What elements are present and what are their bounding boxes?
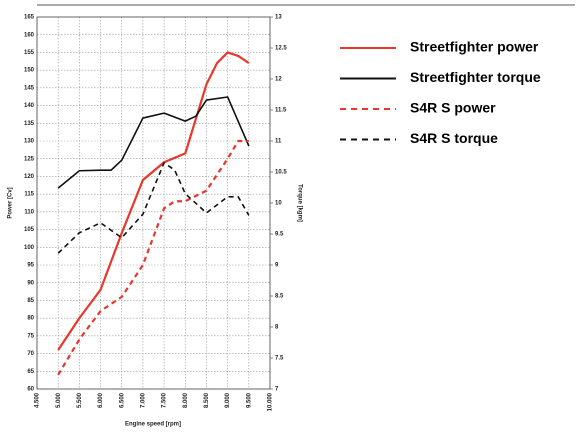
- legend-label: S4R S torque: [410, 130, 498, 146]
- y-axis-title: Power [Cv]: [8, 187, 14, 218]
- y2-axis-title: Torque [kgm]: [296, 184, 302, 222]
- y-tick-label: 110: [24, 209, 34, 215]
- y2-tick-label: 13: [275, 15, 282, 21]
- x-tick-label: 9.500: [246, 392, 252, 408]
- y2-tick-label: 9.5: [275, 232, 284, 238]
- x-tick-label: 9.000: [225, 392, 231, 408]
- y-tick-label: 165: [24, 15, 35, 21]
- y-tick-label: 125: [24, 156, 35, 162]
- y-tick-label: 70: [27, 351, 34, 357]
- y2-tick-label: 8.5: [275, 294, 284, 300]
- y2-tick-label: 7: [275, 387, 279, 393]
- legend-label: Streetfighter power: [410, 39, 539, 55]
- series-line: [57, 161, 250, 254]
- y-tick-label: 75: [27, 333, 34, 339]
- y2-tick-label: 7.5: [275, 356, 284, 362]
- y-tick-label: 140: [24, 103, 35, 109]
- y-tick-label: 160: [24, 32, 35, 38]
- x-tick-label: 7.500: [162, 392, 168, 408]
- x-tick-label: 7.000: [140, 392, 146, 408]
- x-tick-label: 8.000: [183, 392, 189, 408]
- legend-label: Streetfighter torque: [410, 69, 541, 85]
- y-tick-label: 105: [24, 227, 35, 233]
- series-line: [57, 96, 250, 189]
- y2-tick-label: 10.5: [275, 170, 287, 176]
- y-tick-label: 155: [24, 50, 35, 56]
- y-tick-label: 60: [27, 387, 34, 393]
- series-line: [57, 51, 250, 351]
- y-tick-label: 150: [24, 68, 35, 74]
- x-tick-label: 10.000: [268, 392, 274, 411]
- y2-tick-label: 11: [275, 139, 282, 145]
- y2-tick-label: 12: [275, 77, 282, 83]
- y-tick-label: 95: [27, 263, 34, 269]
- y2-tick-label: 9: [275, 263, 279, 269]
- x-tick-label: 8.500: [204, 392, 210, 408]
- y-tick-label: 100: [24, 245, 35, 251]
- y-tick-label: 85: [27, 298, 34, 304]
- x-tick-label: 5.000: [56, 392, 62, 408]
- x-tick-label: 6.500: [119, 392, 125, 408]
- y-tick-label: 65: [27, 369, 34, 375]
- y2-tick-label: 8: [275, 325, 279, 331]
- y-tick-label: 120: [24, 174, 35, 180]
- y2-tick-label: 12.5: [275, 46, 287, 52]
- x-tick-label: 5.500: [77, 392, 83, 408]
- series-line: [57, 139, 249, 376]
- y-tick-label: 145: [24, 85, 35, 91]
- y-tick-label: 115: [24, 192, 34, 198]
- y-tick-label: 135: [24, 121, 35, 127]
- y-tick-label: 80: [27, 316, 34, 322]
- y-tick-label: 90: [27, 280, 34, 286]
- x-tick-label: 6.000: [98, 392, 104, 408]
- legend-label: S4R S power: [410, 100, 496, 116]
- y2-tick-label: 10: [275, 201, 282, 207]
- plot-frame: [36, 16, 271, 390]
- x-tick-label: 4.500: [35, 392, 41, 408]
- y-tick-label: 130: [24, 139, 35, 145]
- x-axis-title: Engine speed [rpm]: [125, 422, 181, 428]
- y2-tick-label: 11.5: [275, 108, 287, 114]
